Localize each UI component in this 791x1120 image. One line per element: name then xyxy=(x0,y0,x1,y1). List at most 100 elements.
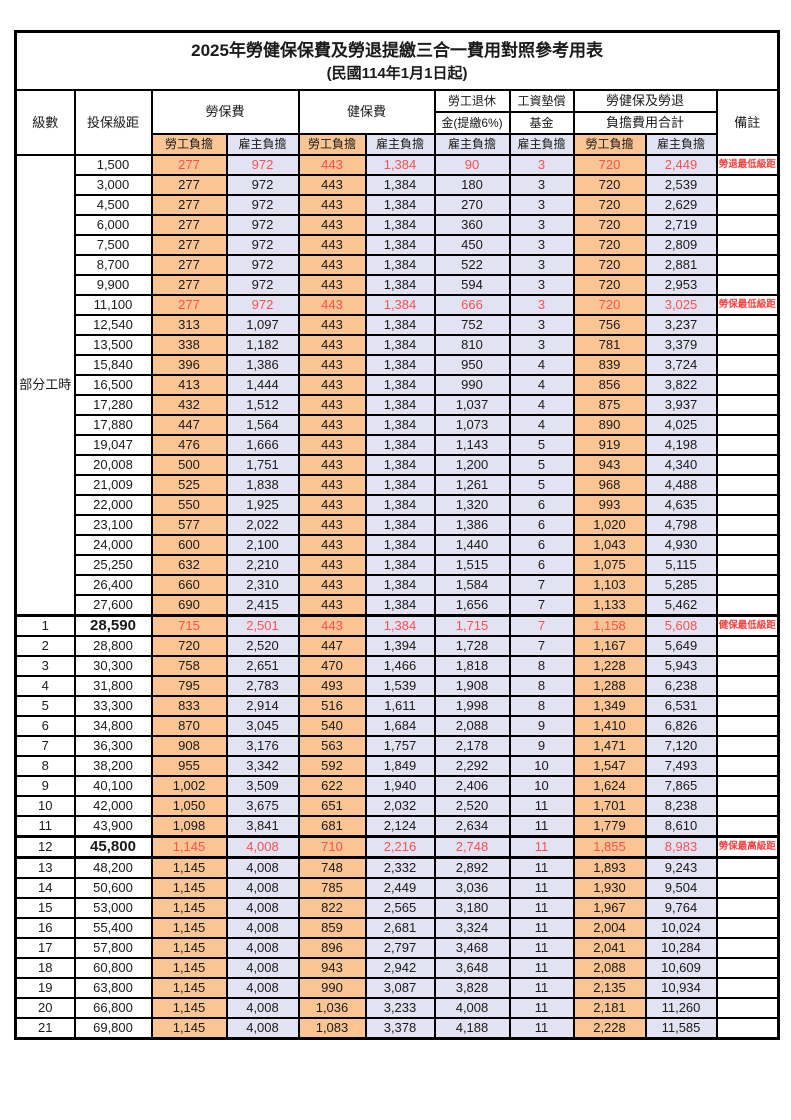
cell-fund: 11 xyxy=(508,917,575,939)
cell-bracket: 12,540 xyxy=(73,314,153,336)
cell-bracket: 19,047 xyxy=(73,434,153,456)
cell-fund: 3 xyxy=(508,154,575,176)
table-row: 22,000 550 1,925 443 1,384 1,320 6 993 4,635 xyxy=(16,494,780,516)
cell-note: 勞退最低級距 xyxy=(715,154,780,176)
cell-li-emp: 715 xyxy=(150,614,228,637)
cell-bracket: 21,009 xyxy=(73,474,153,496)
cell-tot-emp: 890 xyxy=(572,414,647,436)
cell-li-emp: 955 xyxy=(150,755,228,777)
table-row: 13 48,200 1,145 4,008 748 2,332 2,892 11 1,893 9,… xyxy=(14,856,780,879)
cell-hi-er: 1,384 xyxy=(364,514,436,536)
cell-pension: 666 xyxy=(433,294,511,316)
cell-pension: 1,818 xyxy=(433,655,511,677)
cell-li-emp: 1,145 xyxy=(150,835,228,859)
cell-tot-emp: 1,020 xyxy=(572,514,647,536)
cell-tot-emp: 1,624 xyxy=(572,775,647,797)
cell-bracket: 17,280 xyxy=(73,394,153,416)
cell-tot-er: 4,930 xyxy=(644,534,718,556)
cell-li-er: 2,651 xyxy=(225,655,300,677)
cell-tot-er: 2,881 xyxy=(644,254,718,276)
table-row: 19,047 476 1,666 443 1,384 1,143 5 919 4,198 xyxy=(16,434,780,456)
cell-li-emp: 413 xyxy=(150,374,228,396)
cell-hi-er: 1,384 xyxy=(364,434,436,456)
cell-fund: 8 xyxy=(508,695,575,717)
cell-hi-emp: 443 xyxy=(297,434,367,456)
cell-li-emp: 795 xyxy=(150,675,228,697)
cell-bracket: 53,000 xyxy=(73,897,153,919)
cell-pension: 1,656 xyxy=(433,594,511,617)
part-time-group-label: 部分工時 xyxy=(14,154,76,617)
cell-fund: 5 xyxy=(508,434,575,456)
table-row: 20,008 500 1,751 443 1,384 1,200 5 943 4,340 xyxy=(16,454,780,476)
cell-tot-emp: 1,701 xyxy=(572,795,647,817)
cell-hi-er: 1,384 xyxy=(364,494,436,516)
cell-pension: 1,037 xyxy=(433,394,511,416)
cell-bracket: 15,840 xyxy=(73,354,153,376)
cell-hi-er: 2,032 xyxy=(364,795,436,817)
cell-tot-er: 5,285 xyxy=(644,574,718,596)
cell-fund: 7 xyxy=(508,614,575,637)
cell-fund: 6 xyxy=(508,514,575,536)
table-row: 16 55,400 1,145 4,008 859 2,681 3,324 11 2,004 10… xyxy=(14,917,780,939)
cell-pension: 4,008 xyxy=(433,997,511,1019)
cell-tot-emp: 1,471 xyxy=(572,735,647,757)
cell-hi-er: 1,384 xyxy=(364,374,436,396)
cell-fund: 3 xyxy=(508,234,575,256)
cell-level: 20 xyxy=(14,997,76,1019)
cell-li-emp: 1,145 xyxy=(150,856,228,879)
cell-fund: 11 xyxy=(508,795,575,817)
cell-li-emp: 277 xyxy=(150,294,228,316)
cell-note xyxy=(715,494,780,516)
table-row: 11,100 277 972 443 1,384 666 3 720 3,025 勞保最低級距 xyxy=(16,294,780,316)
cell-hi-er: 1,849 xyxy=(364,755,436,777)
cell-li-emp: 1,145 xyxy=(150,1017,228,1040)
cell-fund: 8 xyxy=(508,655,575,677)
header-wage-fund-line2: 基金 xyxy=(508,111,575,135)
cell-tot-emp: 1,967 xyxy=(572,897,647,919)
cell-pension: 1,386 xyxy=(433,514,511,536)
cell-bracket: 33,300 xyxy=(73,695,153,717)
cell-level: 4 xyxy=(14,675,76,697)
cell-li-emp: 833 xyxy=(150,695,228,717)
cell-tot-er: 10,934 xyxy=(644,977,718,999)
cell-fund: 3 xyxy=(508,274,575,296)
table-row: 21,009 525 1,838 443 1,384 1,261 5 968 4,488 xyxy=(16,474,780,496)
header-labor-insurance: 勞保費 xyxy=(150,89,300,135)
cell-pension: 1,143 xyxy=(433,434,511,456)
cell-li-er: 4,008 xyxy=(225,977,300,999)
cell-hi-er: 1,940 xyxy=(364,775,436,797)
cell-li-er: 4,008 xyxy=(225,856,300,879)
cell-note xyxy=(715,434,780,456)
cell-bracket: 13,500 xyxy=(73,334,153,356)
cell-tot-emp: 720 xyxy=(572,254,647,276)
cell-fund: 3 xyxy=(508,214,575,236)
cell-tot-emp: 1,930 xyxy=(572,877,647,899)
cell-fund: 11 xyxy=(508,997,575,1019)
cell-level: 15 xyxy=(14,897,76,919)
cell-li-er: 2,783 xyxy=(225,675,300,697)
cell-hi-er: 2,681 xyxy=(364,917,436,939)
cell-note xyxy=(715,414,780,436)
cell-li-er: 2,415 xyxy=(225,594,300,617)
cell-hi-er: 1,384 xyxy=(364,334,436,356)
cell-li-er: 972 xyxy=(225,234,300,256)
cell-li-er: 2,210 xyxy=(225,554,300,576)
cell-li-er: 4,008 xyxy=(225,877,300,899)
table-row: 12,540 313 1,097 443 1,384 752 3 756 3,237 xyxy=(16,314,780,336)
cell-hi-er: 1,384 xyxy=(364,594,436,617)
cell-tot-er: 3,237 xyxy=(644,314,718,336)
cell-pension: 752 xyxy=(433,314,511,336)
cell-level: 7 xyxy=(14,735,76,757)
cell-li-emp: 600 xyxy=(150,534,228,556)
cell-tot-emp: 2,135 xyxy=(572,977,647,999)
cell-hi-emp: 443 xyxy=(297,494,367,516)
cell-li-er: 1,564 xyxy=(225,414,300,436)
cell-tot-er: 11,585 xyxy=(644,1017,718,1040)
cell-hi-emp: 443 xyxy=(297,294,367,316)
cell-fund: 4 xyxy=(508,394,575,416)
cell-hi-er: 1,539 xyxy=(364,675,436,697)
cell-pension: 3,324 xyxy=(433,917,511,939)
cell-pension: 1,728 xyxy=(433,635,511,657)
table-row: 13,500 338 1,182 443 1,384 810 3 781 3,379 xyxy=(16,334,780,356)
cell-li-emp: 1,050 xyxy=(150,795,228,817)
